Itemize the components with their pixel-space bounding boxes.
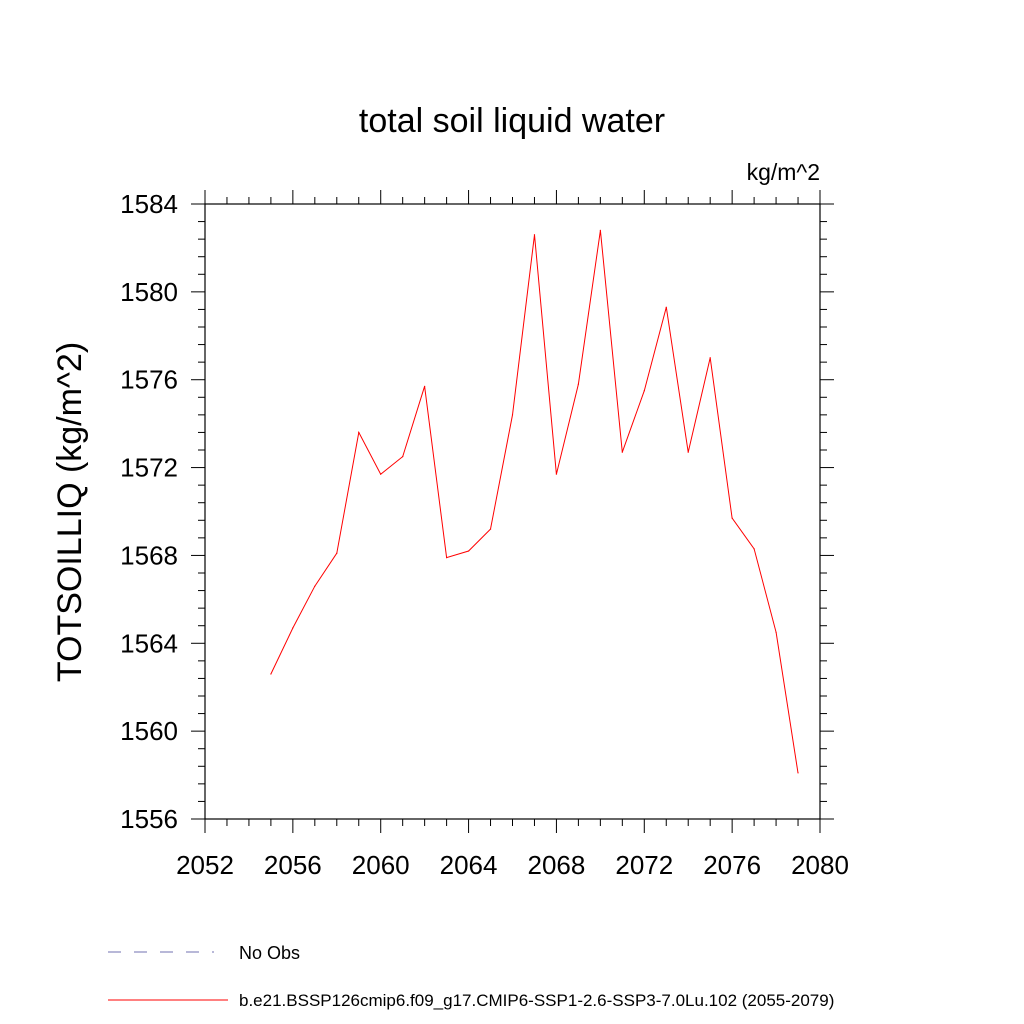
chart-title: total soil liquid water [359, 102, 665, 140]
x-tick-label: 2072 [615, 850, 673, 880]
y-tick-label: 1568 [120, 540, 178, 570]
data-point [775, 631, 777, 633]
x-tick-label: 2052 [176, 850, 234, 880]
data-point [511, 414, 514, 416]
y-tick-label: 1576 [120, 365, 178, 395]
y-tick-label: 1564 [120, 628, 178, 658]
y-axis-label: TOTSOILLIQ (kg/m^2) [51, 342, 89, 682]
data-point [621, 451, 623, 453]
x-tick-label: 2080 [791, 850, 849, 880]
data-point [402, 455, 404, 458]
legend: No Obs b.e21.BSSP126cmip6.f09_g17.CMIP6-… [108, 943, 834, 1010]
data-point [753, 548, 755, 550]
y-tick-label: 1580 [120, 277, 178, 307]
y-tick-label: 1584 [120, 189, 178, 219]
data-point [687, 451, 689, 453]
x-tick-labels: 2052 2056 2060 2064 2068 2072 2076 2080 [176, 850, 849, 880]
legend-label-no-obs: No Obs [239, 943, 300, 963]
data-point [292, 627, 294, 629]
series-line [270, 230, 799, 773]
data-point [555, 473, 558, 475]
x-tick-label: 2076 [703, 850, 761, 880]
x-tick-label: 2060 [352, 850, 410, 880]
data-point [709, 357, 711, 359]
data-point [533, 234, 536, 236]
data-point [489, 528, 492, 530]
data-point [797, 772, 799, 774]
plot-frame [204, 203, 821, 820]
data-point [314, 585, 316, 587]
y-tick-labels: 1556 1560 1564 1568 1572 1576 1580 1584 [120, 189, 178, 834]
y-tick-label: 1556 [120, 804, 178, 834]
axis-ticks [191, 190, 834, 833]
y-tick-label: 1560 [120, 716, 178, 746]
data-point [731, 517, 733, 519]
x-tick-label: 2064 [440, 850, 498, 880]
data-point [446, 557, 448, 559]
data-point [424, 385, 426, 387]
legend-label-series: b.e21.BSSP126cmip6.f09_g17.CMIP6-SSP1-2.… [239, 991, 834, 1010]
data-point [467, 550, 470, 552]
data-point [577, 383, 579, 385]
data-point [380, 473, 382, 475]
x-tick-label: 2068 [528, 850, 586, 880]
y-tick-label: 1572 [120, 453, 178, 483]
data-point [336, 552, 338, 554]
data-point [358, 431, 360, 434]
data-point [599, 229, 601, 231]
data-point [665, 306, 667, 308]
data-point [270, 673, 272, 675]
data-point [643, 390, 645, 392]
x-tick-label: 2056 [264, 850, 322, 880]
units-label: kg/m^2 [747, 159, 820, 185]
series-layer [270, 229, 799, 774]
